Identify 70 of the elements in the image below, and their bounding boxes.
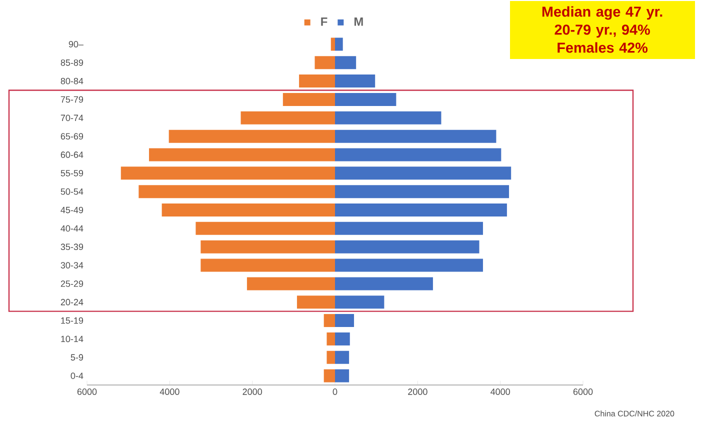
x-tick-label: 2000 [408,388,428,395]
y-tick-label: 65-69 [60,133,84,140]
bar [314,56,335,70]
y-tick-label: 55-59 [60,170,84,176]
x-tick-label: 6000 [573,388,593,395]
bar [162,204,335,217]
x-tick-label: 6000 [77,388,97,395]
bar [335,148,502,162]
y-tick-label: 70-74 [60,114,84,122]
y-tick-label: 45-49 [60,206,84,214]
y-tick-label: 90– [68,41,84,48]
bar [296,296,335,309]
bar [335,240,480,254]
y-tick-label: 25-29 [60,280,84,287]
bar [326,350,335,364]
bar [335,166,512,180]
bar [324,369,335,382]
bar [335,204,507,217]
y-tick-label: 40-44 [60,225,84,232]
x-tick-label: 4000 [490,388,510,395]
bar [200,258,335,272]
x-tick-label: 4000 [160,388,180,395]
text: China CDC/NHC 2020 [594,410,674,416]
x-tick-label: 0 [332,388,338,395]
bar [335,350,350,364]
bar [335,111,442,124]
y-tick-label: 35-39 [60,244,84,250]
y-tick-label: 75-79 [60,96,84,103]
bar [326,332,335,346]
x-tick-label: 2000 [242,388,262,395]
annotation: Females 42% [558,42,648,53]
bar [168,130,335,143]
bar [335,74,376,88]
bar [240,111,335,124]
bar [335,56,356,70]
legend-label: F [321,18,328,26]
y-tick-label: 10-14 [61,336,84,342]
bar [335,38,343,51]
bar [335,92,396,106]
bar [335,130,496,143]
bar [196,222,335,235]
bar [335,222,483,235]
y-tick-label: 80-84 [60,78,84,84]
y-tick-label: 0-4 [70,372,84,379]
y-tick-label: 85-89 [60,59,84,66]
bar [200,240,335,254]
bar [149,148,335,162]
bar [335,277,433,290]
text: Median age 47 yr. [542,6,662,20]
bar [335,369,350,382]
y-tick-label: 15-19 [61,317,84,324]
bar [299,74,335,88]
y-tick-label: 60-64 [60,152,84,158]
y-tick-label: 5-9 [70,354,84,361]
bar [335,332,350,346]
bar [335,258,483,272]
bar [324,314,335,328]
annotation: 20-79 yr., 94% [554,24,650,38]
bar [335,185,510,198]
y-tick-label: 50-54 [60,188,84,195]
bar [330,38,335,51]
legend-label: M [354,18,363,26]
bar [282,92,335,106]
bar [120,166,335,180]
y-tick-label: 20-24 [60,298,84,306]
bar [335,296,384,309]
bar [335,314,354,328]
bar [246,277,335,290]
bar [138,185,335,198]
y-tick-label: 30-34 [60,262,84,268]
